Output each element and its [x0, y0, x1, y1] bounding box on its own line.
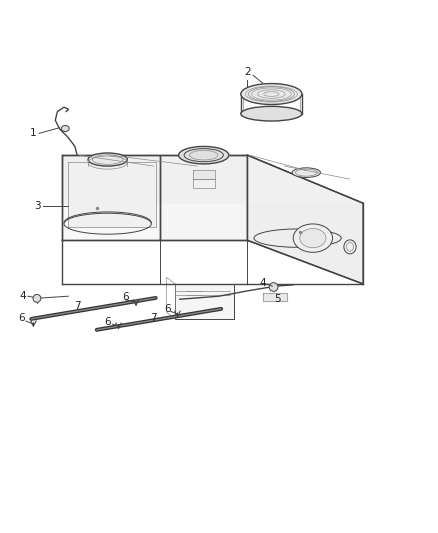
Text: 2: 2 [244, 67, 251, 77]
Ellipse shape [300, 229, 326, 248]
Polygon shape [175, 284, 234, 319]
Text: 4: 4 [259, 278, 266, 288]
Text: 1: 1 [30, 128, 37, 139]
Polygon shape [62, 155, 160, 240]
Ellipse shape [292, 168, 321, 177]
Polygon shape [247, 155, 363, 284]
Text: 3: 3 [35, 201, 41, 211]
Text: 6: 6 [122, 292, 128, 302]
Text: 6: 6 [104, 317, 111, 327]
Polygon shape [263, 293, 287, 302]
Text: 4: 4 [19, 291, 26, 301]
Circle shape [269, 282, 278, 292]
Polygon shape [160, 155, 247, 240]
Ellipse shape [88, 153, 127, 166]
Ellipse shape [344, 240, 356, 254]
Text: 7: 7 [74, 301, 81, 311]
Polygon shape [62, 155, 363, 284]
Ellipse shape [293, 224, 332, 252]
Circle shape [33, 294, 41, 302]
Ellipse shape [61, 125, 69, 132]
Text: 6: 6 [164, 304, 171, 314]
Text: 6: 6 [18, 313, 25, 324]
Ellipse shape [241, 84, 302, 104]
Ellipse shape [241, 107, 302, 121]
Polygon shape [68, 161, 155, 227]
Text: 7: 7 [150, 312, 157, 322]
Ellipse shape [179, 147, 229, 164]
Polygon shape [193, 171, 215, 179]
Polygon shape [62, 155, 363, 203]
Text: 5: 5 [275, 294, 281, 304]
